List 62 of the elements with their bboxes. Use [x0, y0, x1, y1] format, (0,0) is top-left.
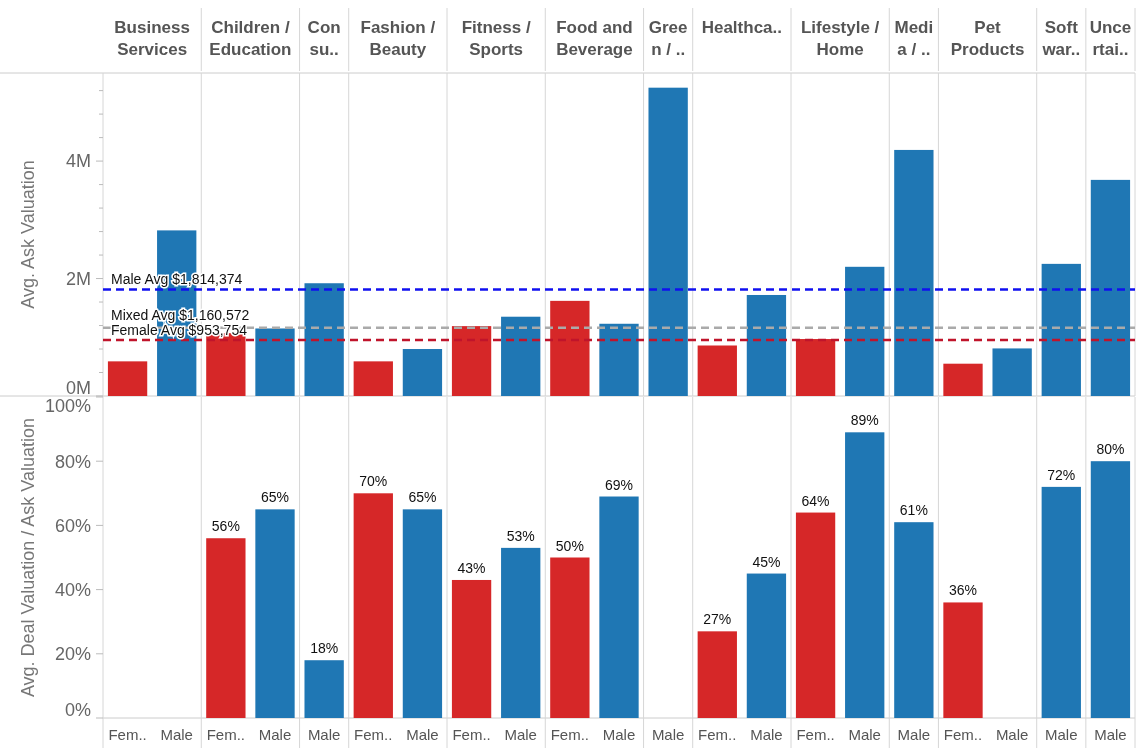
x-tick-label: Male — [307, 726, 341, 743]
x-tick-label: Pet Products — [950, 18, 1025, 59]
x-tick-label: Male — [651, 726, 685, 743]
x-tick-label: Fem.. — [108, 726, 147, 743]
x-tick-label: Male — [750, 726, 783, 743]
y-tick-label: 20% — [54, 644, 91, 665]
x-tick-label: Fem.. — [698, 726, 737, 743]
y-tick-label: 0% — [64, 700, 91, 721]
y-axis-title: Avg. Deal Valuation / Ask Valuation — [18, 417, 38, 698]
data-label: 27% — [703, 611, 732, 628]
x-tick-label: Male — [160, 726, 193, 743]
data-label: 18% — [310, 640, 339, 657]
y-tick-label: 40% — [54, 579, 91, 600]
y-tick-label: 80% — [54, 451, 91, 472]
x-tick-label: Fem.. — [796, 726, 835, 743]
x-tick-label: Male — [897, 726, 931, 743]
data-label: 70% — [359, 473, 388, 490]
x-tick-label: Unce rtai.. — [1089, 18, 1132, 59]
y-tick-label: 2M — [65, 268, 91, 289]
x-tick-label: Fashion / Beauty — [360, 18, 436, 59]
data-label: 53% — [506, 527, 535, 544]
data-label: 65% — [408, 489, 437, 506]
x-tick-label: Fitness / Sports — [461, 18, 531, 59]
x-tick-label: Fem.. — [550, 726, 590, 743]
y-tick-label: 0M — [65, 378, 91, 399]
data-label: 61% — [899, 502, 928, 519]
x-tick-label: Children / Education — [209, 18, 292, 59]
data-label: 50% — [555, 537, 584, 554]
x-tick-label: Male — [848, 726, 881, 743]
data-label: 43% — [457, 559, 486, 576]
x-tick-label: Male — [602, 726, 636, 743]
x-tick-label: Soft war.. — [1041, 18, 1081, 59]
x-tick-label: Con su.. — [307, 18, 341, 59]
x-tick-label: Fem.. — [943, 726, 983, 743]
x-tick-label: Male — [1045, 726, 1078, 743]
x-tick-label: Fem.. — [354, 726, 393, 743]
x-tick-label: Medi a / .. — [894, 18, 934, 59]
y-tick-label: 4M — [65, 151, 91, 172]
y-tick-label: 100% — [44, 396, 91, 417]
data-label: 45% — [752, 553, 781, 570]
y-tick-label: 60% — [54, 515, 91, 536]
x-tick-label: Male — [406, 726, 439, 743]
x-tick-label: Male — [995, 726, 1029, 743]
x-tick-label: Fem.. — [452, 726, 491, 743]
data-label: 80% — [1096, 441, 1125, 458]
y-axis-title: Avg. Ask Valuation — [18, 160, 38, 309]
data-label: 72% — [1047, 466, 1076, 483]
x-tick-label: Lifestyle / Home — [800, 18, 880, 59]
x-tick-label: Male — [1094, 726, 1127, 743]
data-label: 36% — [948, 582, 978, 599]
x-tick-label: Healthca.. — [701, 18, 783, 37]
x-tick-label: Gree n / .. — [648, 18, 688, 59]
data-label: 64% — [801, 492, 830, 509]
data-label: 69% — [604, 476, 634, 493]
data-label: 89% — [850, 412, 879, 429]
x-tick-label: Male — [504, 726, 537, 743]
x-tick-label: Food and Beverage — [556, 18, 633, 59]
x-tick-label: Male — [258, 726, 292, 743]
data-label: 65% — [260, 489, 290, 506]
x-tick-label: Business Services — [114, 18, 190, 59]
data-label: 56% — [211, 518, 240, 535]
x-tick-label: Fem.. — [206, 726, 246, 743]
